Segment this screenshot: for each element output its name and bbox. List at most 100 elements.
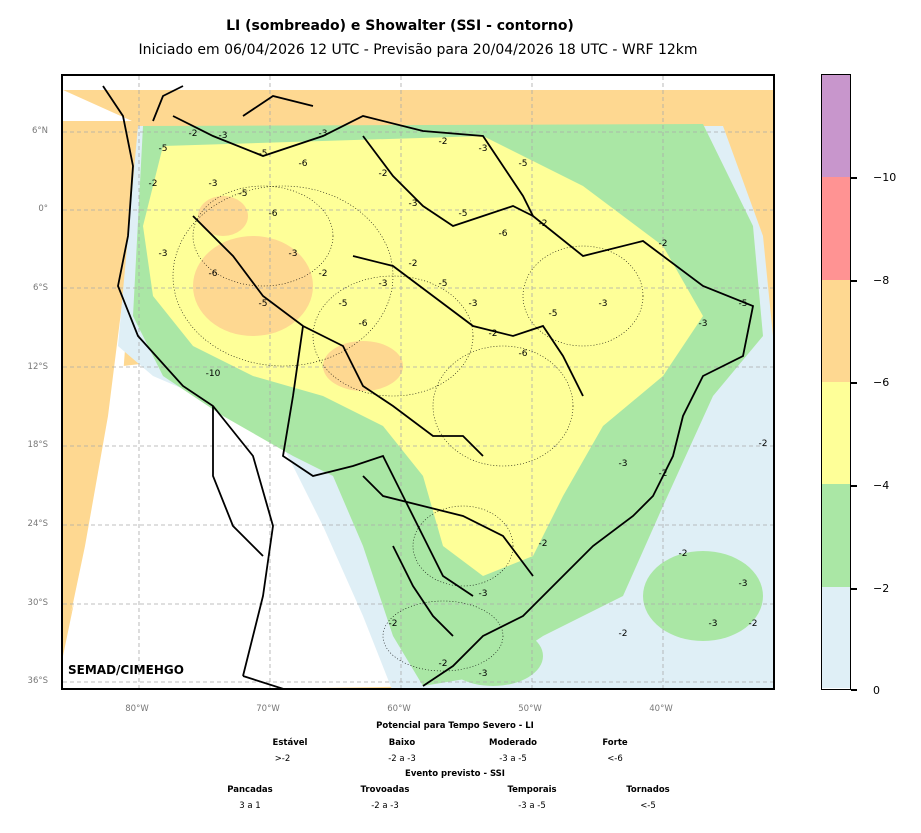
colorbar-tick-label: −2 <box>873 582 890 595</box>
ssi-contour-label: -2 <box>439 659 448 669</box>
li-legend-value: -3 a -5 <box>499 754 527 764</box>
ssi-contour-label: -5 <box>519 159 528 169</box>
ssi-contours <box>172 185 644 672</box>
ssi-contour-label: -5 <box>159 144 168 154</box>
ssi-contour-label: -2 <box>759 439 768 449</box>
ssi-contour-label: -5 <box>549 309 558 319</box>
ssi-contour-label: -3 <box>479 144 488 154</box>
colorbar <box>821 74 851 690</box>
ssi-contour-label: -5 <box>259 299 268 309</box>
ssi-contour-label: -2 <box>619 629 628 639</box>
li-orange-patch <box>323 341 403 391</box>
ssi-legend-title: Evento previsto - SSI <box>405 769 505 779</box>
ssi-contour-label: -3 <box>379 279 388 289</box>
colorbar-segment <box>822 587 850 688</box>
ssi-contour-label: -2 <box>539 539 548 549</box>
ssi-contour-label: -2 <box>319 269 328 279</box>
li-legend-title: Potencial para Tempo Severo - LI <box>376 721 534 731</box>
lat-label: 0° <box>38 204 48 214</box>
colorbar-segment <box>822 177 850 280</box>
ssi-contour-label: -5 <box>339 299 348 309</box>
ssi-contour-label: -6 <box>299 159 308 169</box>
ssi-contour-label: -6 <box>209 269 218 279</box>
lat-label: 12°S <box>27 362 48 372</box>
ssi-contour-label: -2 <box>189 129 198 139</box>
ssi-contour-label: -5 <box>739 299 748 309</box>
colorbar-tickmark <box>851 485 857 487</box>
ssi-contour-label: -3 <box>699 319 708 329</box>
ssi-contour-label: -6 <box>519 349 528 359</box>
ssi-contour-label: -3 <box>289 249 298 259</box>
chart-title: LI (sombreado) e Showalter (SSI - contor… <box>226 18 574 34</box>
lon-label: 70°W <box>256 704 280 714</box>
colorbar-tickmark <box>851 177 857 179</box>
ssi-contour-label: -2 <box>409 259 418 269</box>
borders <box>102 85 755 688</box>
ssi-contour-label: -10 <box>206 369 221 379</box>
ssi-contour-label: -3 <box>479 669 488 679</box>
ocean-stable-region <box>63 356 443 688</box>
ssi-contour-label: -2 <box>489 329 498 339</box>
watermark: SEMAD/CIMEHGO <box>68 663 184 677</box>
lat-label: 24°S <box>27 519 48 529</box>
ssi-legend-value: <-5 <box>640 801 656 811</box>
ssi-contour-label: -6 <box>269 209 278 219</box>
li-green-patch <box>443 626 543 686</box>
ssi-contour-label: -3 <box>619 459 628 469</box>
ssi-legend-value: -3 a -5 <box>518 801 546 811</box>
map-svg: -2 -3 -5 -6 -3 -5 -2 -3 -5 -6 -2 -3 -5 -2 -3 -5 -6 -2 -3 -6… <box>63 76 773 688</box>
ssi-contour-label: -2 <box>679 549 688 559</box>
colorbar-tick-label: −10 <box>873 171 897 184</box>
li-legend-value: >-2 <box>274 754 291 764</box>
ssi-contour-label: -2 <box>749 619 758 629</box>
lon-label: 60°W <box>387 704 411 714</box>
colorbar-tick-label: 0 <box>873 684 880 697</box>
lon-label: 50°W <box>518 704 542 714</box>
colorbar-tickmark <box>851 588 857 590</box>
ssi-contour-label: -2 <box>389 619 398 629</box>
ssi-contour-label: -5 <box>239 189 248 199</box>
ssi-contour-label: -2 <box>659 239 668 249</box>
ssi-contour-label: -2 <box>539 219 548 229</box>
lon-label: 40°W <box>649 704 673 714</box>
ssi-legend-value: -2 a -3 <box>371 801 399 811</box>
ssi-contour-label: -6 <box>499 229 508 239</box>
ssi-legend-label: Temporais <box>507 785 557 795</box>
li-legend-value: -2 a -3 <box>388 754 416 764</box>
colorbar-segment <box>822 75 850 177</box>
ssi-contour-label: -5 <box>259 149 268 159</box>
ssi-contour-label: -3 <box>319 129 328 139</box>
gridlines <box>63 76 773 688</box>
li-legend-label: Estável <box>272 738 308 748</box>
ssi-legend-label: Tornados <box>626 785 670 795</box>
ssi-contour-label: -2 <box>439 137 448 147</box>
ssi-contour-label: -3 <box>469 299 478 309</box>
ssi-contour-label: -3 <box>159 249 168 259</box>
li-legend-value: <-6 <box>607 754 623 764</box>
li-legend-label: Forte <box>602 738 628 748</box>
ssi-contour-label: -3 <box>209 179 218 189</box>
ssi-contour-label: -3 <box>599 299 608 309</box>
colorbar-tick-label: −6 <box>873 376 890 389</box>
ssi-contour-label: -5 <box>439 279 448 289</box>
ssi-contour-label: -2 <box>659 469 668 479</box>
ssi-legend-label: Trovoadas <box>360 785 410 795</box>
ssi-legend-label: Pancadas <box>227 785 273 795</box>
colorbar-tick-label: −8 <box>873 274 890 287</box>
ssi-contour-label: -5 <box>459 209 468 219</box>
ssi-contour-label: -3 <box>409 199 418 209</box>
colorbar-segment <box>822 484 850 587</box>
lat-label: 6°S <box>32 283 48 293</box>
ssi-contour-label: -3 <box>479 589 488 599</box>
colorbar-tickmark <box>851 689 857 691</box>
colorbar-segment <box>822 280 850 382</box>
lat-label: 18°S <box>27 440 48 450</box>
colorbar-tickmark <box>851 382 857 384</box>
ssi-contour-label: -2 <box>149 179 158 189</box>
lat-label: 30°S <box>27 598 48 608</box>
ssi-legend-value: 3 a 1 <box>239 801 261 811</box>
ssi-contour-label: -3 <box>709 619 718 629</box>
colorbar-tick-label: −4 <box>873 479 890 492</box>
lon-label: 80°W <box>125 704 149 714</box>
ssi-contour-label: -3 <box>219 131 228 141</box>
